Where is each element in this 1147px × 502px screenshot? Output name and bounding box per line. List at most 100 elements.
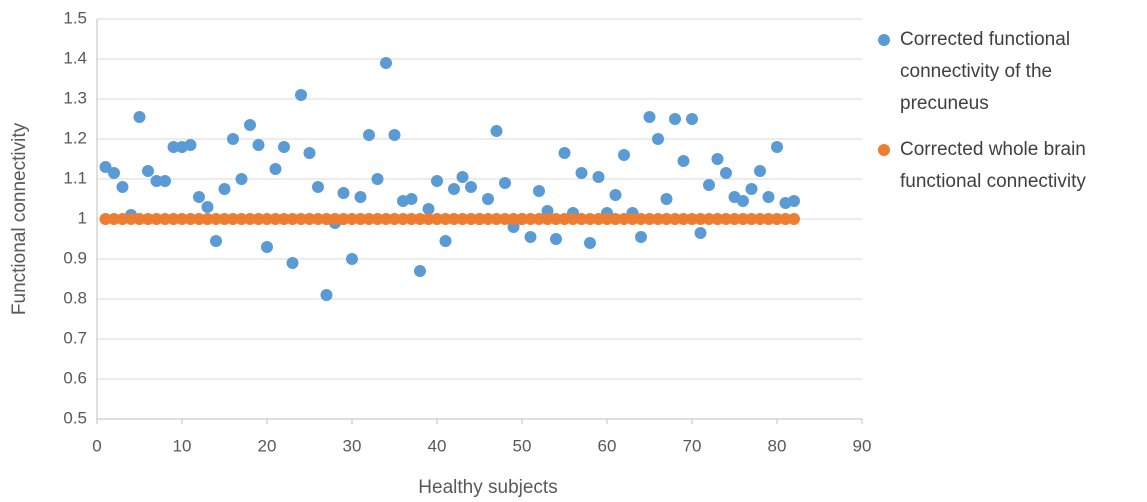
scatter-point [762, 213, 775, 225]
scatter-point [193, 213, 205, 225]
scatter-point [473, 213, 486, 225]
y-tick-label: 1.2 [63, 128, 87, 147]
scatter-point [354, 213, 367, 225]
scatter-point [99, 161, 112, 173]
y-tick-label: 1 [78, 208, 87, 227]
scatter-point [295, 89, 307, 101]
scatter-point [456, 171, 469, 183]
scatter-point [524, 213, 537, 225]
x-tick-label: 20 [258, 436, 277, 455]
scatter-point [499, 177, 511, 189]
scatter-point [218, 183, 231, 195]
scatter-point [677, 155, 690, 167]
scatter-point [609, 189, 622, 201]
x-tick-label: 90 [853, 436, 872, 455]
legend-item: Corrected whole brain functional connect… [878, 134, 1146, 198]
scatter-point [184, 139, 197, 151]
scatter-point [414, 265, 426, 277]
legend-marker [878, 34, 890, 46]
scatter-point [728, 213, 741, 225]
scatter-point [541, 213, 554, 225]
scatter-point [159, 213, 171, 225]
scatter-point [516, 213, 528, 225]
scatter-point [380, 213, 392, 225]
y-tick-label: 0.5 [63, 408, 87, 427]
x-tick-label: 80 [768, 436, 787, 455]
scatter-point [762, 191, 775, 203]
scatter-point [405, 193, 418, 205]
scatter-point [788, 195, 800, 207]
scatter-point [465, 213, 477, 225]
scatter-point [652, 133, 664, 145]
scatter-point [618, 149, 630, 161]
scatter-point [388, 129, 401, 141]
y-tick-label: 0.8 [63, 288, 87, 307]
scatter-point [431, 175, 443, 187]
scatter-point [201, 213, 214, 225]
scatter-point [133, 111, 146, 123]
scatter-point [465, 181, 477, 193]
scatter-point [159, 175, 171, 187]
scatter-point [609, 213, 622, 225]
scatter-point [303, 147, 316, 159]
scatter-point [405, 213, 418, 225]
scatter-point [592, 171, 605, 183]
y-tick-label: 1.3 [63, 88, 87, 107]
scatter-point [754, 213, 766, 225]
scatter-point [779, 213, 792, 225]
scatter-point [278, 213, 290, 225]
scatter-point [686, 113, 698, 125]
x-axis-label: Healthy subjects [418, 477, 557, 498]
scatter-point [329, 213, 341, 225]
x-tick-label: 30 [343, 436, 362, 455]
scatter-point [235, 213, 248, 225]
scatter-point [414, 213, 426, 225]
scatter-point [108, 213, 120, 225]
scatter-point [490, 213, 503, 225]
scatter-point [116, 181, 129, 193]
scatter-point [711, 153, 724, 165]
scatter-point [116, 213, 129, 225]
scatter-point [295, 213, 307, 225]
scatter-point [210, 235, 222, 247]
scatter-point [193, 191, 205, 203]
y-tick-label: 1.4 [63, 48, 87, 67]
scatter-point [422, 213, 435, 225]
x-tick-label: 50 [513, 436, 532, 455]
scatter-point [533, 213, 545, 225]
scatter-point [550, 233, 562, 245]
scatter-point [99, 213, 112, 225]
scatter-point [448, 213, 460, 225]
scatter-point [584, 237, 596, 249]
scatter-point [210, 213, 222, 225]
scatter-point [524, 231, 537, 243]
x-tick-label: 10 [173, 436, 192, 455]
scatter-point [694, 227, 707, 239]
scatter-point [176, 213, 188, 225]
scatter-point [592, 213, 605, 225]
scatter-point [142, 213, 154, 225]
scatter-point [227, 133, 239, 145]
scatter-point [218, 213, 231, 225]
scatter-point [550, 213, 562, 225]
scatter-point [643, 111, 656, 123]
scatter-point [499, 213, 511, 225]
scatter-point [422, 203, 435, 215]
scatter-point [686, 213, 698, 225]
scatter-point [745, 213, 758, 225]
scatter-point [346, 253, 358, 265]
scatter-point [244, 213, 256, 225]
scatter-point [448, 183, 460, 195]
scatter-point [320, 289, 333, 301]
scatter-point [261, 241, 273, 253]
scatter-point [346, 213, 358, 225]
y-tick-label: 0.6 [63, 368, 87, 387]
scatter-point [677, 213, 690, 225]
y-tick-label: 1.1 [63, 168, 87, 187]
scatter-point [771, 141, 783, 153]
scatter-point [354, 191, 367, 203]
scatter-point [269, 213, 282, 225]
x-tick-label: 40 [428, 436, 447, 455]
scatter-point [745, 183, 758, 195]
